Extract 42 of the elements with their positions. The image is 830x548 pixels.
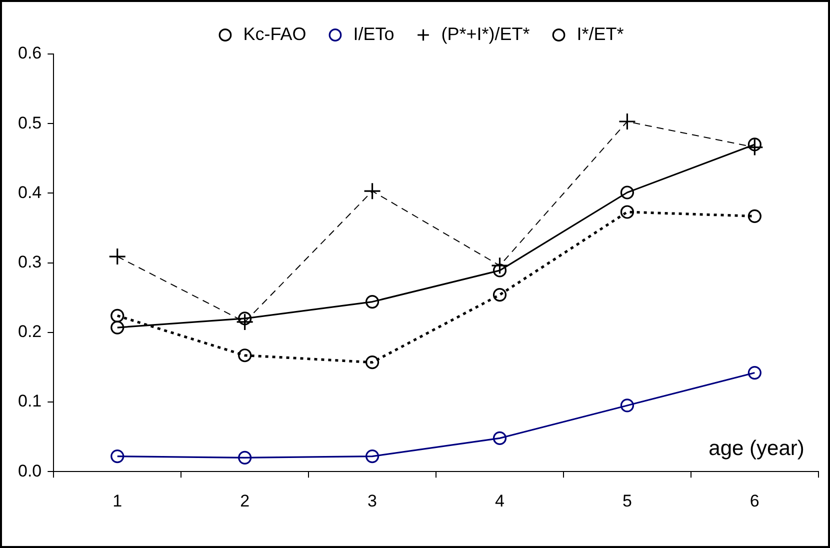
point xyxy=(238,450,252,464)
legend-label: I/ETo xyxy=(353,24,394,44)
legend-label: Kc-FAO xyxy=(243,24,306,44)
point xyxy=(748,366,762,380)
point xyxy=(492,288,507,302)
point xyxy=(492,264,507,278)
y-tick-label: 0.5 xyxy=(18,113,42,132)
point xyxy=(110,320,124,334)
y-tick-label: 0.0 xyxy=(18,461,42,480)
point xyxy=(748,209,762,223)
point xyxy=(363,182,382,200)
point xyxy=(110,449,124,464)
point xyxy=(748,138,762,152)
point xyxy=(620,186,634,200)
point xyxy=(618,112,636,130)
x-tick-label: 1 xyxy=(112,491,122,510)
point xyxy=(746,138,764,156)
point xyxy=(238,312,252,326)
point xyxy=(365,449,380,464)
point xyxy=(620,205,634,219)
point xyxy=(365,294,380,309)
point xyxy=(620,398,634,412)
x-tick-label: 5 xyxy=(622,491,632,510)
x-tick-label: 2 xyxy=(240,491,250,510)
point xyxy=(365,356,380,370)
x-tick-label: 4 xyxy=(495,491,504,510)
point xyxy=(492,431,507,445)
point xyxy=(490,256,509,274)
x-tick-label: 3 xyxy=(368,491,378,510)
legend-label: I*/ET* xyxy=(576,24,624,44)
x-axis-title: age (year) xyxy=(708,436,804,460)
legend-label: (P*+I*)/ET* xyxy=(441,24,530,44)
point xyxy=(238,348,252,362)
point xyxy=(110,308,124,322)
point xyxy=(108,248,126,266)
y-tick-label: 0.6 xyxy=(18,44,42,63)
x-tick-label: 6 xyxy=(750,491,760,510)
y-tick-label: 0.2 xyxy=(18,322,42,342)
y-tick-label: 0.4 xyxy=(18,182,42,202)
y-tick-label: 0.3 xyxy=(18,252,42,272)
point xyxy=(236,313,254,331)
y-tick-label: 0.1 xyxy=(18,392,42,411)
